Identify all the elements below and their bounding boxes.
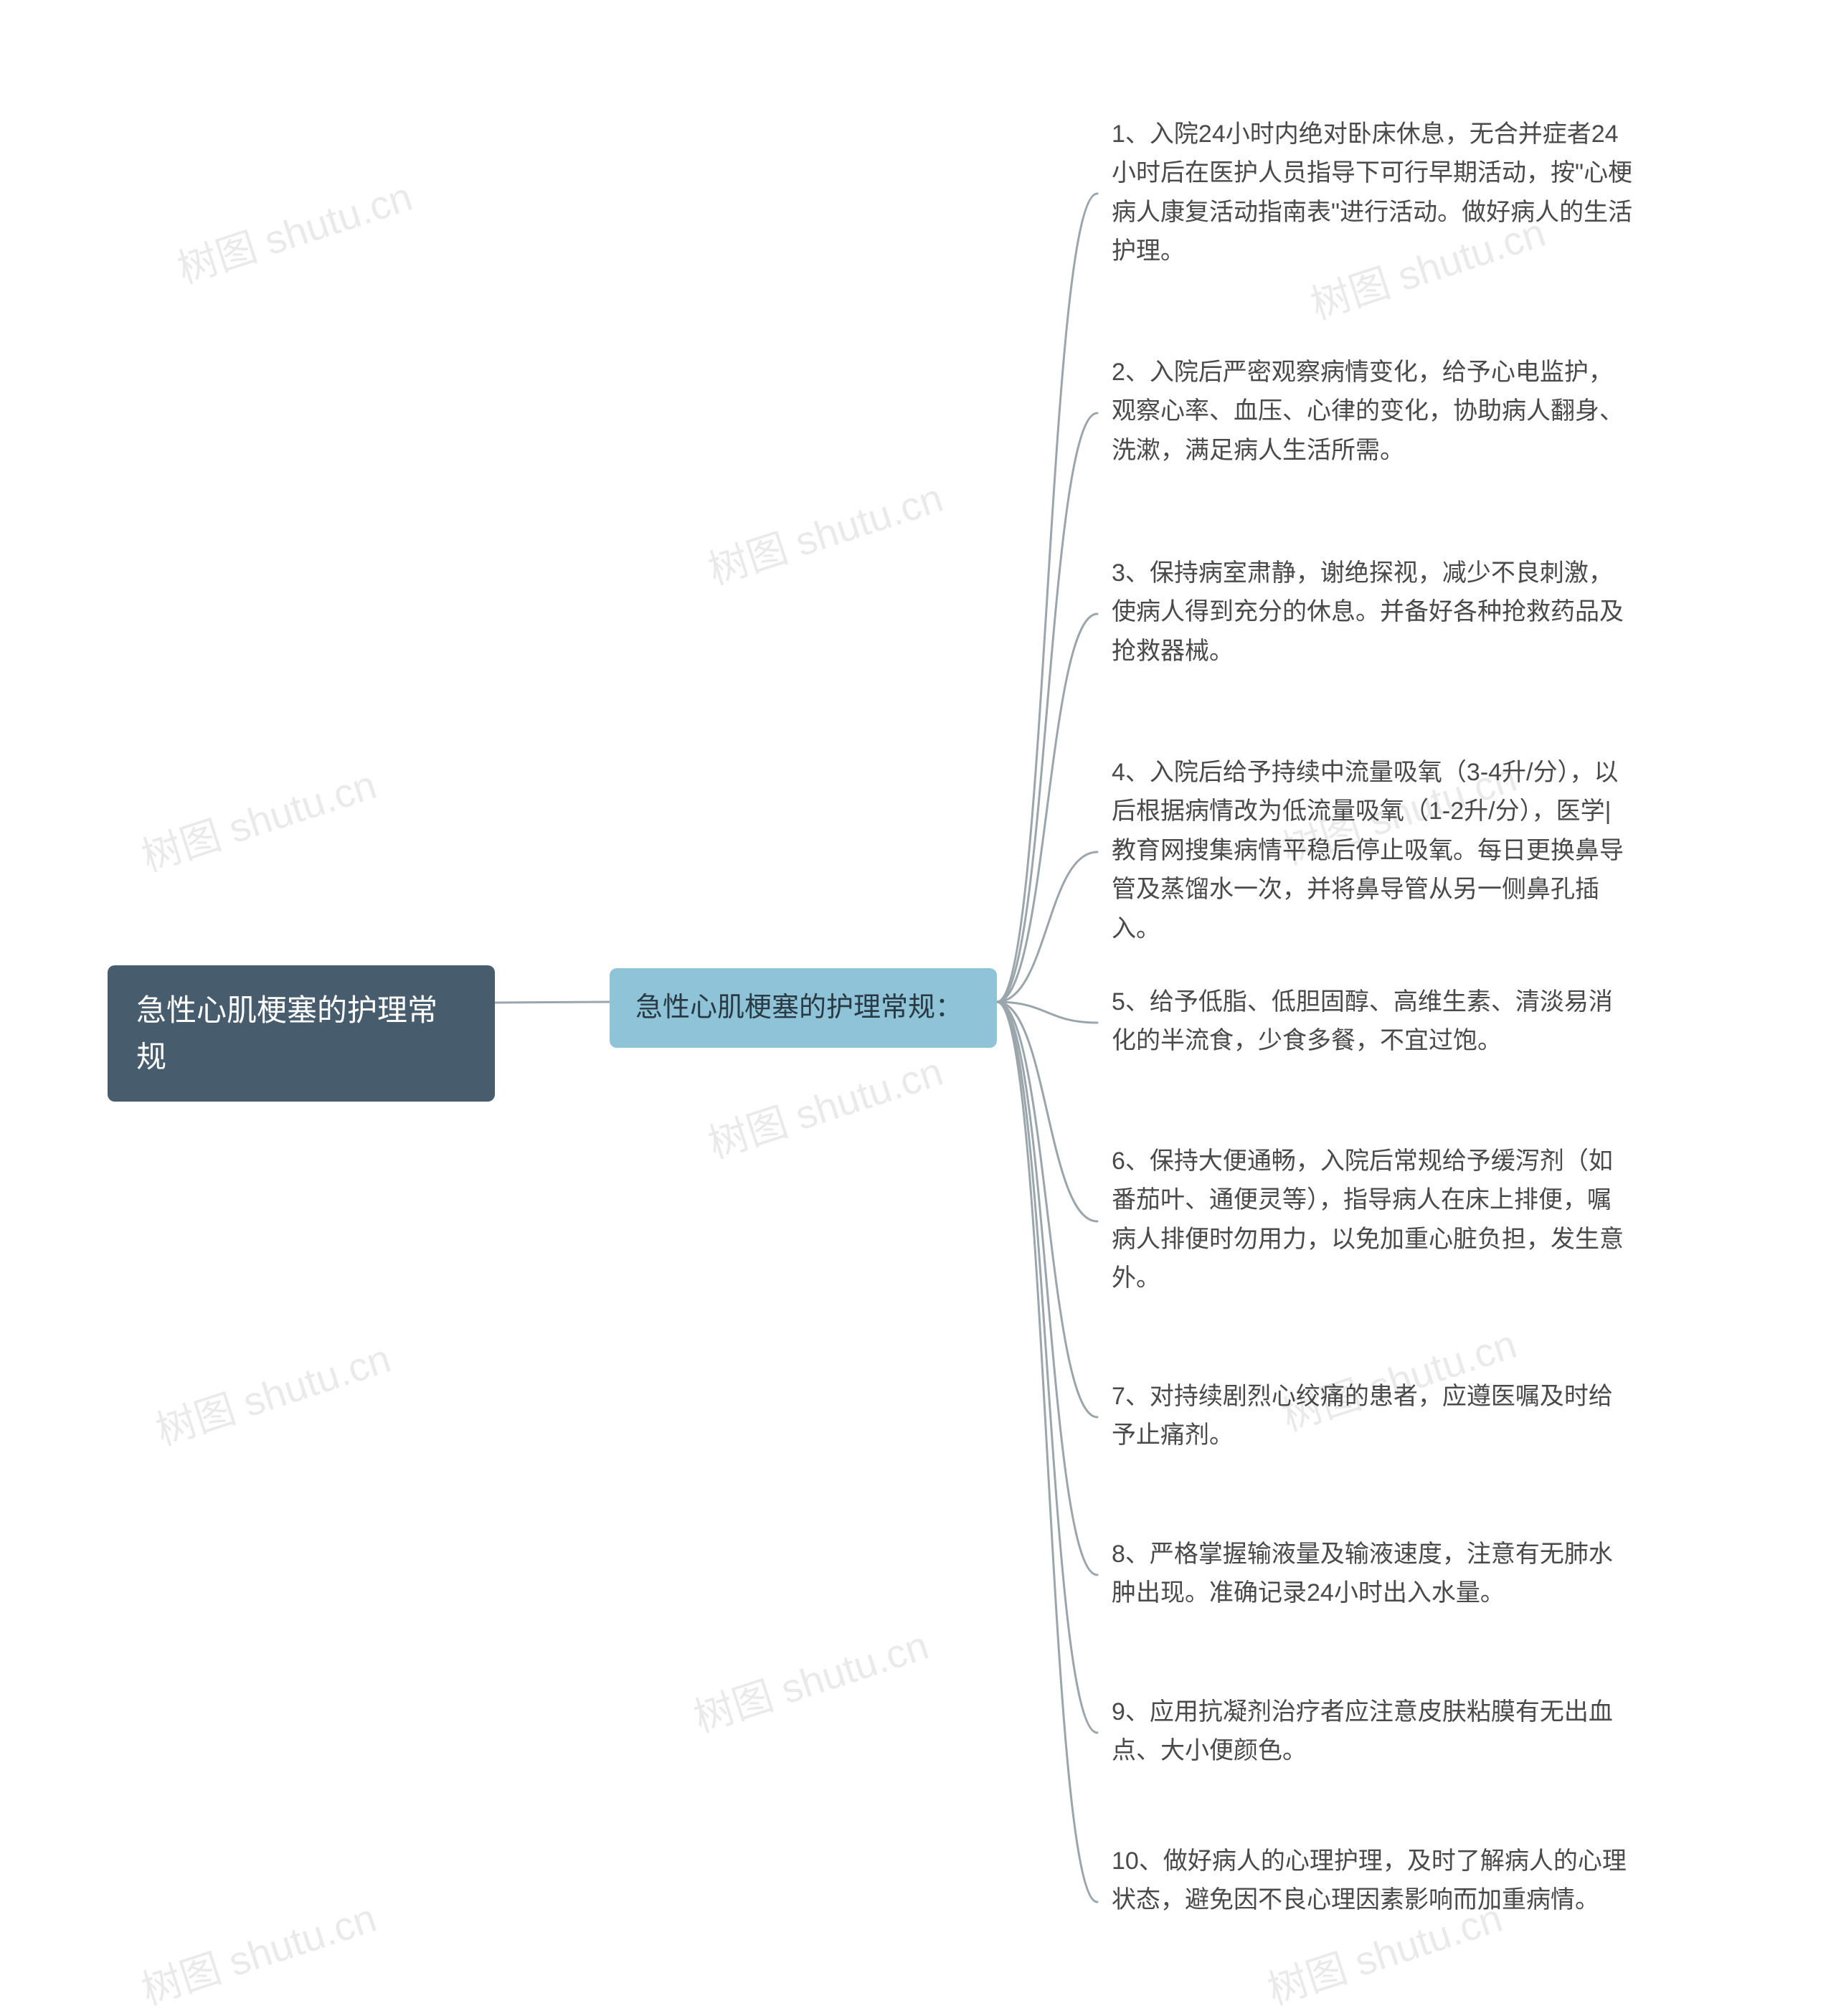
leaf-node-3[interactable]: 3、保持病室肃静，谢绝探视，减少不良刺激，使病人得到充分的休息。并备好各种抢救药… [1112,554,1635,671]
watermark: 树图 shutu.cn [686,1614,935,1744]
leaf-node-9[interactable]: 9、应用抗凝剂治疗者应注意皮肤粘膜有无出血点、大小便颜色。 [1112,1693,1635,1771]
watermark: 树图 shutu.cn [169,165,419,295]
leaf-node-10[interactable]: 10、做好病人的心理护理，及时了解病人的心理状态，避免因不良心理因素影响而加重病… [1112,1842,1635,1920]
leaf-node-4[interactable]: 4、入院后给予持续中流量吸氧（3-4升/分），以后根据病情改为低流量吸氧（1-2… [1112,753,1635,948]
watermark: 树图 shutu.cn [148,1327,397,1457]
leaf-node-7[interactable]: 7、对持续剧烈心绞痛的患者，应遵医嘱及时给予止痛剂。 [1112,1377,1635,1455]
watermark: 树图 shutu.cn [700,466,950,597]
leaf-node-6[interactable]: 6、保持大便通畅，入院后常规给予缓泻剂（如番茄叶、通便灵等），指导病人在床上排便… [1112,1142,1635,1298]
leaf-node-1[interactable]: 1、入院24小时内绝对卧床休息，无合并症者24小时后在医护人员指导下可行早期活动… [1112,115,1635,271]
sub-node[interactable]: 急性心肌梗塞的护理常规： [610,968,997,1048]
root-node[interactable]: 急性心肌梗塞的护理常规 [108,965,495,1102]
watermark: 树图 shutu.cn [133,1886,383,2016]
mindmap-canvas: 急性心肌梗塞的护理常规 急性心肌梗塞的护理常规： 1、入院24小时内绝对卧床休息… [0,0,1836,1989]
watermark: 树图 shutu.cn [133,753,383,884]
watermark: 树图 shutu.cn [700,1040,950,1170]
leaf-node-5[interactable]: 5、给予低脂、低胆固醇、高维生素、清淡易消化的半流食，少食多餐，不宜过饱。 [1112,983,1635,1061]
leaf-node-2[interactable]: 2、入院后严密观察病情变化，给予心电监护，观察心率、血压、心律的变化，协助病人翻… [1112,353,1635,470]
leaf-node-8[interactable]: 8、严格掌握输液量及输液速度，注意有无肺水肿出现。准确记录24小时出入水量。 [1112,1535,1635,1613]
